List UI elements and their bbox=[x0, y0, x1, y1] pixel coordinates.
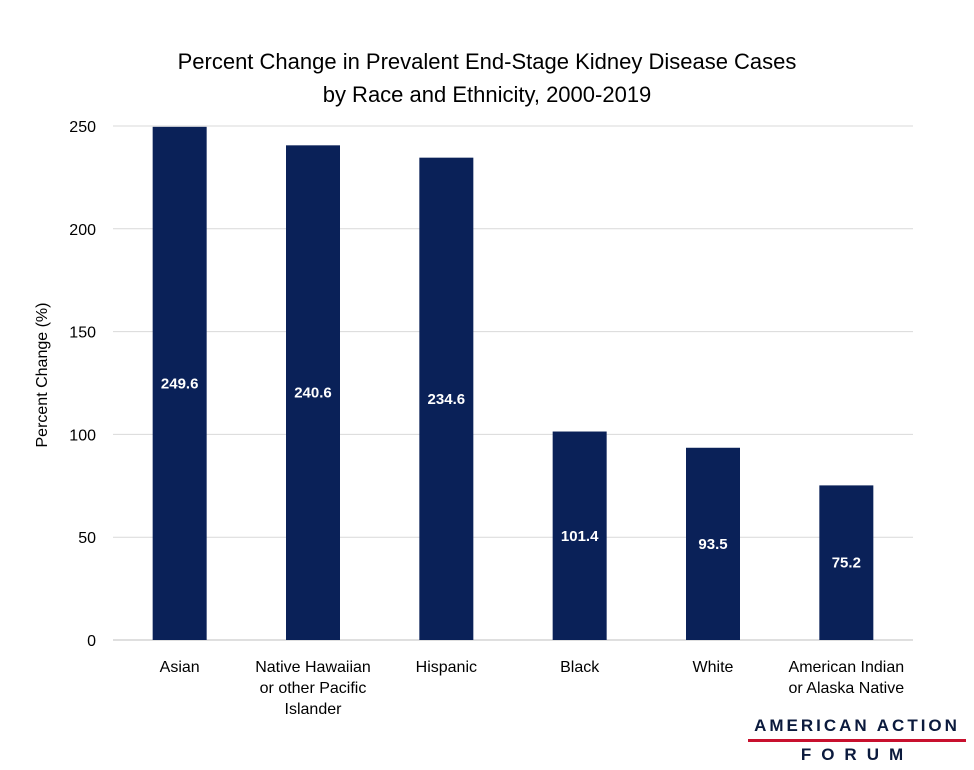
bar-3 bbox=[552, 431, 607, 640]
bar-2 bbox=[419, 157, 474, 640]
y-axis-ticks: 0 50 100 150 200 250 bbox=[69, 119, 96, 650]
category-label-2: Hispanic bbox=[416, 659, 477, 676]
data-label-5: 75.2 bbox=[832, 555, 861, 572]
chart-title-line-1: Percent Change in Prevalent End-Stage Ki… bbox=[178, 49, 797, 74]
y-tick-label-150: 150 bbox=[69, 325, 96, 342]
data-label-3: 101.4 bbox=[561, 528, 599, 545]
logo-line-1: AMERICAN ACTION bbox=[754, 716, 960, 735]
data-label-2: 234.6 bbox=[428, 391, 466, 408]
category-label-3: Black bbox=[560, 659, 600, 676]
y-tick-label-250: 250 bbox=[69, 119, 96, 136]
gridlines bbox=[113, 125, 913, 641]
bar-5 bbox=[819, 485, 874, 640]
logo-line-2: FORUM bbox=[800, 745, 914, 764]
american-action-forum-logo: AMERICAN ACTION FORUM bbox=[748, 716, 966, 765]
y-tick-label-100: 100 bbox=[69, 427, 96, 444]
bar-4 bbox=[686, 447, 740, 640]
category-label-1: Native Hawaiian or other Pacific Islander bbox=[255, 659, 371, 718]
logo-divider bbox=[748, 739, 966, 742]
category-label-0: Asian bbox=[160, 659, 200, 676]
chart-title: Percent Change in Prevalent End-Stage Ki… bbox=[178, 49, 797, 107]
category-label-4: White bbox=[693, 659, 734, 676]
data-label-1: 240.6 bbox=[294, 385, 332, 402]
chart-title-line-2: by Race and Ethnicity, 2000-2019 bbox=[323, 82, 652, 107]
data-label-0: 249.6 bbox=[161, 375, 199, 392]
bar-1 bbox=[286, 145, 340, 640]
x-axis-categories: Asian Native Hawaiian or other Pacific Isla… bbox=[160, 659, 905, 718]
y-tick-label-200: 200 bbox=[69, 222, 96, 239]
y-axis-label: Percent Change (%) bbox=[34, 303, 51, 448]
y-tick-label-0: 0 bbox=[87, 633, 96, 650]
data-label-4: 93.5 bbox=[698, 536, 727, 553]
y-tick-label-50: 50 bbox=[78, 530, 96, 547]
bars bbox=[152, 126, 874, 641]
data-labels: 249.6 240.6 234.6 101.4 93.5 75.2 bbox=[161, 375, 861, 571]
category-label-5: American Indian or Alaska Native bbox=[789, 659, 905, 697]
bar-0 bbox=[152, 126, 207, 641]
